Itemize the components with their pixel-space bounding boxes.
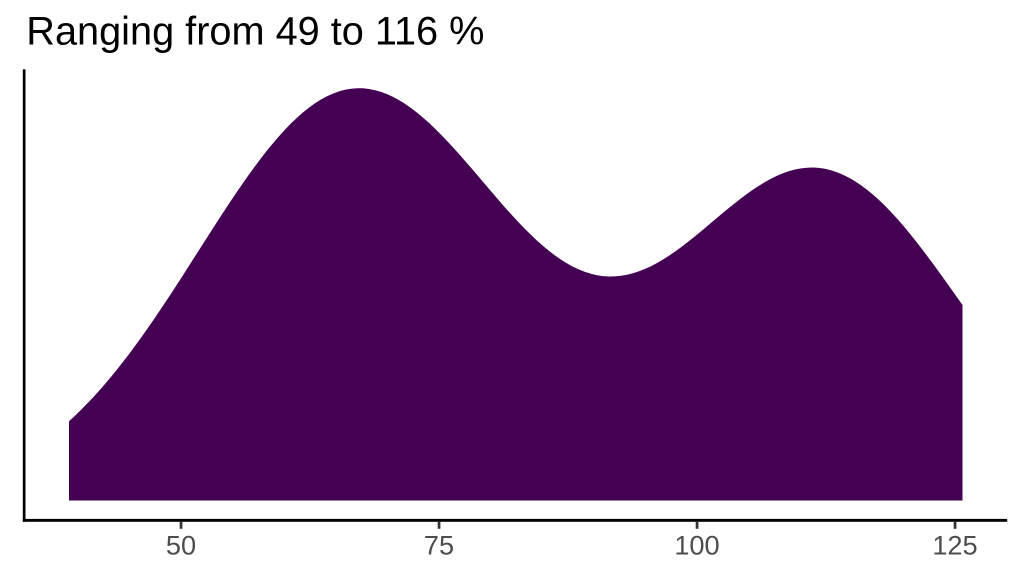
svg-text:75: 75	[424, 530, 454, 561]
svg-text:125: 125	[932, 530, 977, 561]
svg-text:Ranging from 49 to 116 %: Ranging from 49 to 116 %	[26, 10, 484, 54]
svg-text:50: 50	[166, 530, 196, 561]
svg-text:100: 100	[674, 530, 719, 561]
